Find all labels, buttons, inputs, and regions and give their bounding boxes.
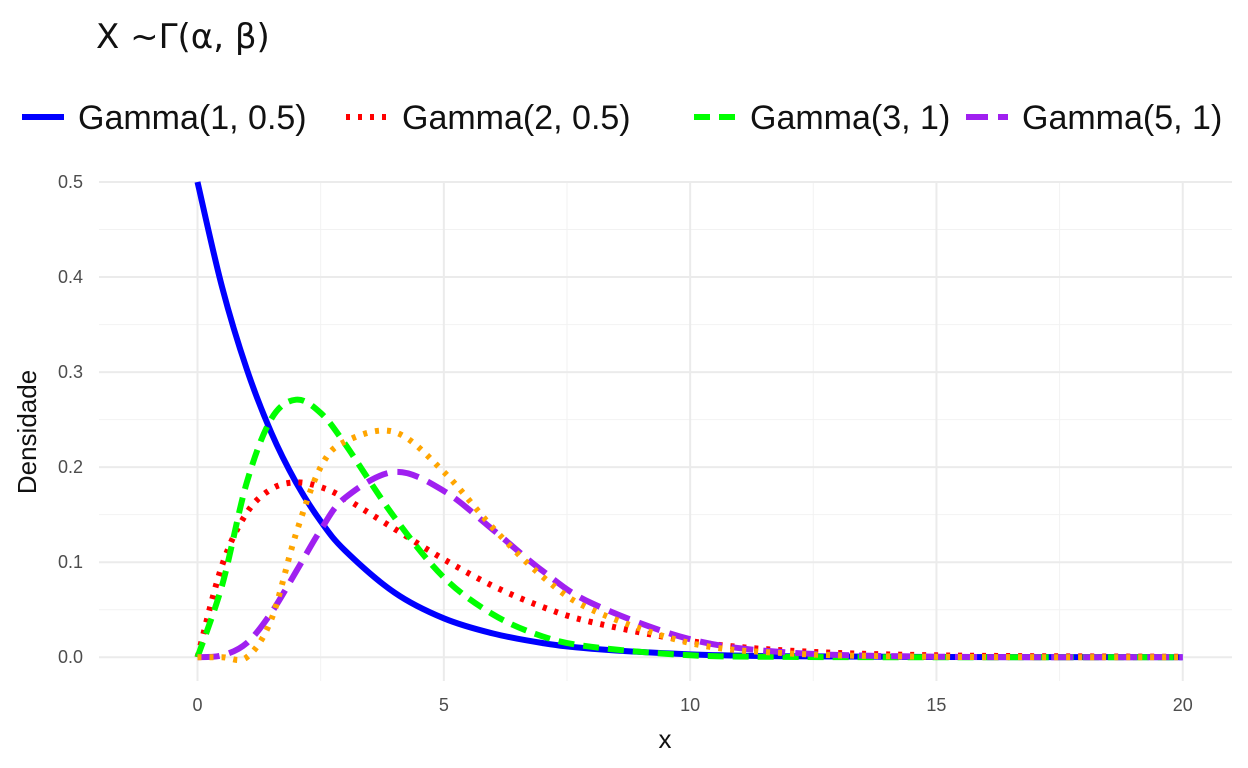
y-tick-label: 0.3 [58, 362, 83, 382]
x-tick-label: 20 [1173, 695, 1193, 715]
x-tick-label: 5 [439, 695, 449, 715]
y-axis-title: Densidade [12, 370, 42, 494]
y-tick-label: 0.1 [58, 552, 83, 572]
legend: Gamma(1, 0.5) Gamma(2, 0.5) Gamma(3, 1) Gam… [22, 99, 1222, 137]
y-axis: 0.0 0.1 0.2 0.3 0.4 0.5 [58, 172, 83, 667]
x-tick-label: 10 [680, 695, 700, 715]
y-tick-label: 0.0 [58, 647, 83, 667]
y-tick-label: 0.5 [58, 172, 83, 192]
y-tick-label: 0.4 [58, 267, 83, 287]
legend-label: Gamma(5, 1) [1022, 99, 1222, 137]
chart-title: X ~Γ(α, β) [96, 17, 270, 57]
x-axis-title: x [659, 724, 672, 754]
y-tick-label: 0.2 [58, 457, 83, 477]
series-layer [194, 181, 1183, 664]
legend-label: Gamma(2, 0.5) [402, 99, 631, 137]
series-line-4 [197, 427, 1183, 664]
legend-label: Gamma(3, 1) [750, 99, 950, 137]
x-tick-label: 15 [926, 695, 946, 715]
x-axis: 0 5 10 15 20 [193, 695, 1193, 715]
x-tick-label: 0 [193, 695, 203, 715]
legend-label: Gamma(1, 0.5) [78, 99, 307, 137]
